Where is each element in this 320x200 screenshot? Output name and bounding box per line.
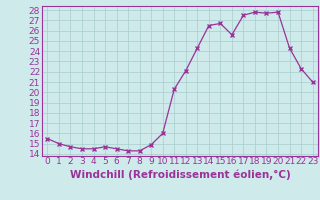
X-axis label: Windchill (Refroidissement éolien,°C): Windchill (Refroidissement éolien,°C) [70,169,290,180]
